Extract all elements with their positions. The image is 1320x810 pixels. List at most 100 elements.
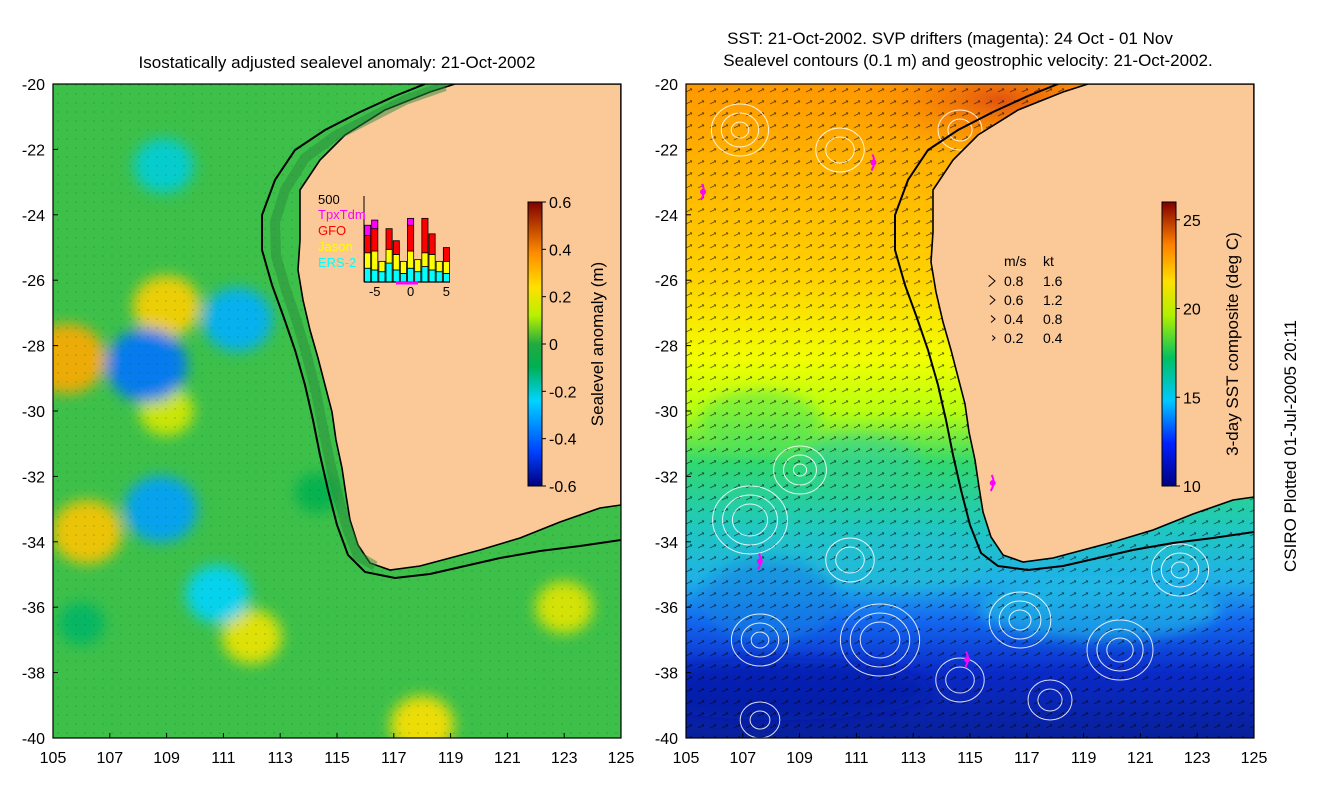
inset-bar-TpxTdm bbox=[372, 220, 378, 229]
inset-bar-ERS-2 bbox=[379, 272, 385, 282]
sla-y-tick-label: -36 bbox=[22, 600, 45, 617]
sst-x-tick-label: 109 bbox=[786, 750, 813, 767]
drifter-marker bbox=[700, 189, 706, 195]
sst-y-tick-label: -26 bbox=[655, 273, 678, 290]
sla-x-tick-label: 125 bbox=[608, 750, 635, 767]
sla-y-tick-label: -34 bbox=[22, 535, 45, 552]
sla-x-tick-label: 121 bbox=[494, 750, 521, 767]
inset-bar-GFO bbox=[372, 229, 378, 251]
inset-bar-ERS-2 bbox=[415, 272, 421, 282]
inset-bar-Jason bbox=[379, 261, 385, 271]
sla-y-tick-label: -22 bbox=[22, 142, 45, 159]
inset-bar-ERS-2 bbox=[436, 272, 442, 282]
sst-y-tick-label: -40 bbox=[655, 731, 678, 748]
sst-x-tick-label: 113 bbox=[900, 750, 926, 767]
sst-y-tick-label: -38 bbox=[655, 666, 678, 683]
sst-title-line1: SST: 21-Oct-2002. SVP drifters (magenta)… bbox=[727, 29, 1173, 48]
sla-map-panel: Isostatically adjusted sealevel anomaly:… bbox=[22, 53, 635, 767]
sst-x-tick-label: 123 bbox=[1184, 750, 1211, 767]
inset-bar-ERS-2 bbox=[422, 267, 428, 282]
australia-land-sst bbox=[931, 84, 1254, 562]
inset-bar-ERS-2 bbox=[386, 263, 392, 282]
inset-bar-ERS-2 bbox=[400, 273, 406, 282]
sla-y-tick-label: -38 bbox=[22, 666, 45, 683]
sla-x-tick-label: 117 bbox=[381, 750, 407, 767]
sla-colorbar-tick-label: 0.4 bbox=[549, 242, 571, 259]
australia-land bbox=[298, 84, 621, 570]
sst-y-tick-label: -36 bbox=[655, 600, 678, 617]
inset-bar-Jason bbox=[436, 261, 442, 271]
inset-bar-Jason bbox=[365, 253, 371, 268]
sst-y-tick-label: -30 bbox=[655, 404, 678, 421]
inset-bar-TpxTdm bbox=[365, 225, 371, 235]
inset-bar-ERS-2 bbox=[393, 270, 399, 282]
sla-x-tick-label: 115 bbox=[324, 750, 350, 767]
sla-colorbar-tick-label: 0.2 bbox=[549, 290, 571, 307]
inset-bar-Jason bbox=[372, 251, 378, 270]
sla-x-tick-label: 105 bbox=[40, 750, 67, 767]
sla-colorbar-label: Sealevel anomaly (m) bbox=[588, 262, 607, 426]
sla-x-tick-label: 113 bbox=[267, 750, 293, 767]
sst-x-tick-label: 121 bbox=[1127, 750, 1154, 767]
inset-x-tick-label: 5 bbox=[443, 284, 450, 299]
sst-y-tick-label: -24 bbox=[655, 208, 678, 225]
drifter-marker bbox=[964, 657, 970, 663]
inset-bar-Jason bbox=[422, 253, 428, 267]
sst-y-tick-label: -22 bbox=[655, 142, 678, 159]
inset-bar-Jason bbox=[393, 254, 399, 269]
inset-bar-Jason bbox=[415, 260, 421, 272]
inset-bar-TpxTdm bbox=[408, 218, 414, 225]
inset-x-tick-label: -5 bbox=[369, 284, 381, 299]
sst-colorbar-tick-label: 25 bbox=[1183, 213, 1201, 230]
sst-y-tick-label: -28 bbox=[655, 339, 678, 356]
inset-bar-GFO bbox=[365, 236, 371, 253]
inset-legend-item: GFO bbox=[318, 223, 346, 238]
sst-y-tick-label: -34 bbox=[655, 535, 678, 552]
sla-y-tick-label: -28 bbox=[22, 339, 45, 356]
sst-title-line2: Sealevel contours (0.1 m) and geostrophi… bbox=[723, 51, 1212, 70]
plot-credit: CSIRO Plotted 01-Jul-2005 20:11 bbox=[1281, 320, 1300, 572]
sla-colorbar-ramp bbox=[528, 202, 542, 486]
sst-colorbar-ramp bbox=[1162, 202, 1176, 486]
inset-bar-ERS-2 bbox=[443, 273, 449, 282]
sla-colorbar-tick-label: -0.4 bbox=[549, 432, 577, 449]
inset-bar-Jason bbox=[429, 254, 435, 269]
sla-x-tick-label: 119 bbox=[438, 750, 464, 767]
velocity-legend-ms: 0.8 bbox=[1004, 273, 1024, 289]
inset-ymax-label: 500 bbox=[318, 192, 340, 207]
velocity-legend-ms: 0.6 bbox=[1004, 292, 1024, 308]
velocity-legend-kt: 1.2 bbox=[1043, 292, 1063, 308]
velocity-legend-ms: 0.4 bbox=[1004, 311, 1024, 327]
sst-colorbar-tick-label: 10 bbox=[1183, 479, 1201, 496]
inset-bar-ERS-2 bbox=[365, 268, 371, 282]
sst-x-tick-label: 119 bbox=[1071, 750, 1097, 767]
velocity-legend-kt-header: kt bbox=[1043, 253, 1054, 269]
sla-colorbar-tick-label: 0 bbox=[549, 337, 558, 354]
inset-bar-Jason bbox=[443, 261, 449, 273]
inset-bar-Jason bbox=[400, 261, 406, 273]
inset-bar-Jason bbox=[386, 249, 392, 263]
sst-x-tick-label: 105 bbox=[673, 750, 700, 767]
sst-colorbar-tick-label: 15 bbox=[1183, 390, 1201, 407]
velocity-legend-kt: 1.6 bbox=[1043, 273, 1063, 289]
inset-legend-item: TpxTdm bbox=[318, 207, 366, 222]
inset-bar-GFO bbox=[386, 229, 392, 250]
inset-bar-ERS-2 bbox=[429, 270, 435, 282]
inset-legend-item: Jason bbox=[318, 239, 353, 254]
velocity-legend-ms: 0.2 bbox=[1004, 330, 1024, 346]
sla-y-tick-label: -40 bbox=[22, 731, 45, 748]
inset-bar-GFO bbox=[443, 248, 449, 262]
sst-x-tick-label: 115 bbox=[957, 750, 983, 767]
inset-x-tick-label: 0 bbox=[407, 284, 414, 299]
drifter-marker bbox=[757, 558, 763, 564]
sla-y-tick-label: -24 bbox=[22, 208, 45, 225]
inset-bar-GFO bbox=[393, 241, 399, 255]
sst-colorbar-tick-label: 20 bbox=[1183, 302, 1201, 319]
velocity-legend-kt: 0.4 bbox=[1043, 330, 1063, 346]
velocity-legend-ms-header: m/s bbox=[1004, 253, 1027, 269]
sst-x-tick-label: 125 bbox=[1241, 750, 1268, 767]
sst-y-tick-label: -32 bbox=[655, 469, 678, 486]
inset-bar-ERS-2 bbox=[372, 270, 378, 282]
sst-x-tick-label: 117 bbox=[1014, 750, 1040, 767]
sla-colorbar-tick-label: -0.6 bbox=[549, 479, 577, 496]
